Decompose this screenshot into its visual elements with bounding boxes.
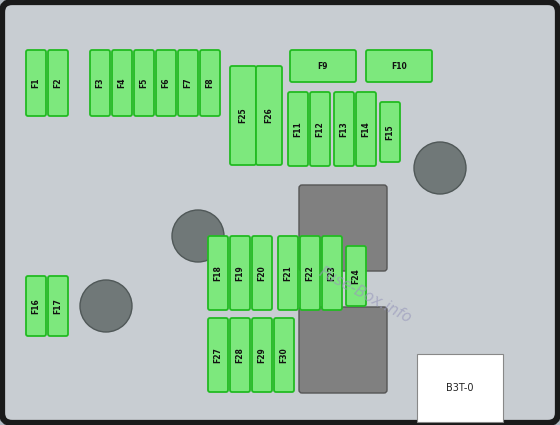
FancyBboxPatch shape xyxy=(322,236,342,310)
Text: F17: F17 xyxy=(54,298,63,314)
FancyBboxPatch shape xyxy=(208,236,228,310)
Text: F6: F6 xyxy=(161,78,170,88)
Text: F24: F24 xyxy=(352,268,361,284)
Text: F29: F29 xyxy=(258,347,267,363)
Text: F20: F20 xyxy=(258,265,267,281)
Text: F16: F16 xyxy=(31,298,40,314)
Circle shape xyxy=(414,142,466,194)
FancyBboxPatch shape xyxy=(156,50,176,116)
FancyBboxPatch shape xyxy=(252,318,272,392)
FancyBboxPatch shape xyxy=(300,236,320,310)
FancyBboxPatch shape xyxy=(346,246,366,306)
Text: F3: F3 xyxy=(96,78,105,88)
Text: F23: F23 xyxy=(328,265,337,281)
FancyBboxPatch shape xyxy=(288,92,308,166)
Text: F14: F14 xyxy=(362,121,371,137)
FancyBboxPatch shape xyxy=(26,50,46,116)
FancyBboxPatch shape xyxy=(90,50,110,116)
Text: F8: F8 xyxy=(206,78,214,88)
Text: F5: F5 xyxy=(139,78,148,88)
FancyBboxPatch shape xyxy=(278,236,298,310)
Text: F27: F27 xyxy=(213,347,222,363)
FancyBboxPatch shape xyxy=(252,236,272,310)
Text: Fuse-Box.info: Fuse-Box.info xyxy=(316,264,414,326)
FancyBboxPatch shape xyxy=(299,185,387,271)
Text: F2: F2 xyxy=(54,78,63,88)
FancyBboxPatch shape xyxy=(230,66,256,165)
Text: F11: F11 xyxy=(293,121,302,137)
Text: B3T-0: B3T-0 xyxy=(446,383,474,393)
Text: F25: F25 xyxy=(239,108,248,123)
Text: F15: F15 xyxy=(385,124,394,140)
Text: F19: F19 xyxy=(236,265,245,281)
FancyBboxPatch shape xyxy=(200,50,220,116)
Text: F13: F13 xyxy=(339,121,348,137)
FancyBboxPatch shape xyxy=(380,102,400,162)
FancyBboxPatch shape xyxy=(112,50,132,116)
Text: F30: F30 xyxy=(279,347,288,363)
FancyBboxPatch shape xyxy=(274,318,294,392)
Text: F9: F9 xyxy=(318,62,328,71)
FancyBboxPatch shape xyxy=(178,50,198,116)
FancyBboxPatch shape xyxy=(26,276,46,336)
Text: F10: F10 xyxy=(391,62,407,71)
Text: F4: F4 xyxy=(118,78,127,88)
FancyBboxPatch shape xyxy=(334,92,354,166)
FancyBboxPatch shape xyxy=(48,50,68,116)
FancyBboxPatch shape xyxy=(230,318,250,392)
FancyBboxPatch shape xyxy=(230,236,250,310)
FancyBboxPatch shape xyxy=(290,50,356,82)
Text: F21: F21 xyxy=(283,265,292,281)
FancyBboxPatch shape xyxy=(256,66,282,165)
FancyBboxPatch shape xyxy=(356,92,376,166)
Text: F26: F26 xyxy=(264,108,273,123)
Text: F28: F28 xyxy=(236,347,245,363)
FancyBboxPatch shape xyxy=(48,276,68,336)
Text: F18: F18 xyxy=(213,265,222,281)
FancyBboxPatch shape xyxy=(366,50,432,82)
Text: F7: F7 xyxy=(184,78,193,88)
Text: F22: F22 xyxy=(306,265,315,281)
FancyBboxPatch shape xyxy=(208,318,228,392)
FancyBboxPatch shape xyxy=(310,92,330,166)
FancyBboxPatch shape xyxy=(134,50,154,116)
Circle shape xyxy=(172,210,224,262)
Circle shape xyxy=(80,280,132,332)
Text: F1: F1 xyxy=(31,78,40,88)
FancyBboxPatch shape xyxy=(299,307,387,393)
Text: F12: F12 xyxy=(315,121,324,137)
